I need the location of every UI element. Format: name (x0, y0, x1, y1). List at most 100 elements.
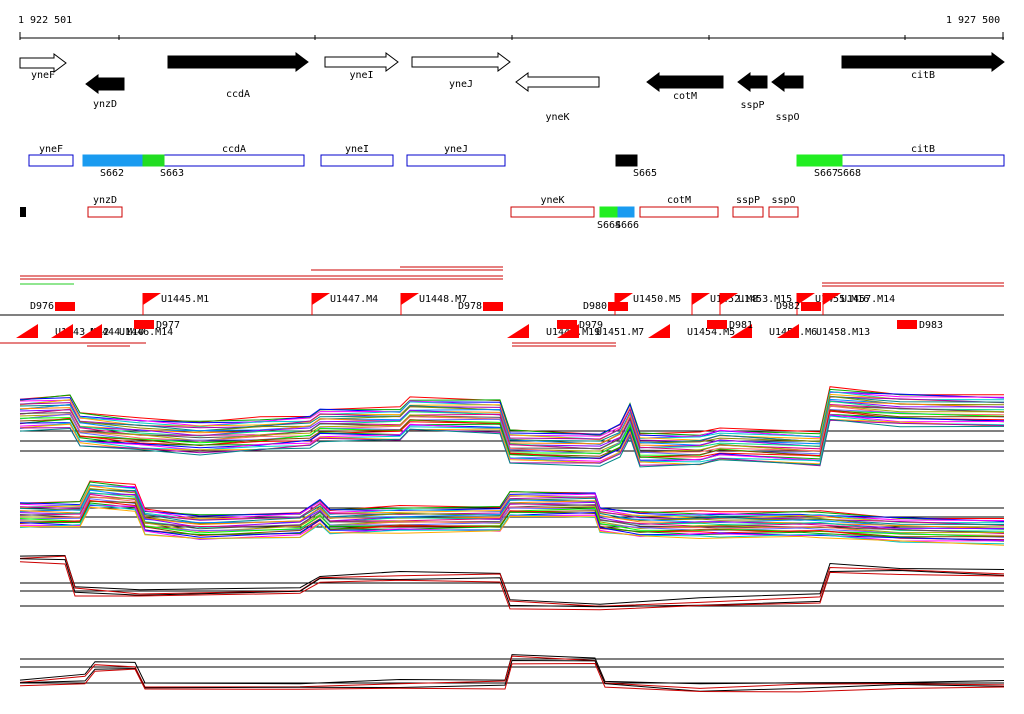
segment-S665[interactable] (615, 154, 638, 167)
gene-label-ynzD: ynzD (93, 99, 117, 110)
expression-curve (19, 413, 1005, 461)
plus-box-yneI[interactable] (320, 154, 394, 167)
tss-flag-up[interactable] (143, 293, 161, 305)
tss-flag-up[interactable] (401, 293, 419, 305)
gene-arrow-ynzD[interactable] (85, 74, 125, 94)
annotation-box-track: yneF ccdA yneI yneJ citB ynzD yneK cotM sspP sspO… (28, 144, 1005, 231)
gene-arrow-yneI[interactable] (324, 52, 399, 72)
gene-arrow-yneJ[interactable] (411, 52, 511, 72)
minus-box-sspP[interactable] (732, 206, 764, 218)
expression-panel-3 (19, 554, 1005, 611)
expression-curve (19, 480, 1004, 519)
gene-label-citB: citB (911, 70, 935, 81)
gene-arrow-sspO[interactable] (771, 72, 804, 92)
gene-label-sspP: sspP (741, 100, 765, 111)
tss-flag-down[interactable] (507, 324, 529, 338)
expression-curve (19, 408, 1005, 456)
minus-box-ynzD[interactable] (87, 206, 123, 218)
segment-label-S662: S662 (100, 168, 124, 179)
expression-curve (19, 554, 1005, 605)
terminator-label-D980: D980 (583, 301, 607, 312)
tss-flag-down[interactable] (51, 324, 73, 338)
expression-curve (19, 418, 1005, 468)
tss-label-U1445.M1: U1445.M1 (161, 294, 209, 305)
start-coordinate: 1 922 501 (18, 15, 72, 26)
tss-label-U1446.M14: U1446.M14 (119, 327, 173, 338)
gene-label-sspO: sspO (776, 112, 800, 123)
tss-flag-up[interactable] (312, 293, 330, 305)
gene-arrow-cotM[interactable] (646, 72, 724, 92)
tss-flag-up[interactable] (720, 293, 738, 305)
terminator-label-D977: D977 (156, 320, 180, 331)
plus-box-label-ccdA: ccdA (222, 144, 246, 155)
gene-label-cotM: cotM (673, 91, 697, 102)
plus-box-label-citB: citB (911, 144, 935, 155)
expression-curve (20, 506, 1005, 546)
terminator-label-D976: D976 (30, 301, 54, 312)
gene-arrow-sspP[interactable] (737, 72, 768, 92)
expression-curve (19, 393, 1005, 441)
minus-box-yneK[interactable] (510, 206, 595, 218)
segment-S668[interactable] (819, 154, 843, 167)
tss-flag-down[interactable] (16, 324, 38, 338)
segment-label-S664: S664 (597, 220, 621, 231)
minus-box-label-sspP: sspP (736, 195, 760, 206)
terminator-box-D978[interactable] (483, 302, 503, 311)
terminator-box-D979[interactable] (557, 320, 577, 329)
expression-curve (19, 398, 1005, 446)
gene-arrow-yneK[interactable] (515, 72, 600, 92)
segment-label-S668: S668 (837, 168, 861, 179)
segment-label-S665: S665 (633, 168, 657, 179)
tss-flag-down[interactable] (80, 324, 102, 338)
terminator-box-D981[interactable] (707, 320, 727, 329)
tss-label-U1443.M12: U1443.M12 (55, 327, 109, 338)
terminator-box-D983[interactable] (897, 320, 917, 329)
plus-box-citB[interactable] (841, 154, 1005, 167)
coordinate-ruler: 1 922 501 1 927 500 (18, 15, 1004, 40)
regulatory-feature-track: U1445.M1 U1447.M4 U1448.M7 U1450.M5 U1452.M8… (16, 293, 943, 338)
gene-arrow-yneF[interactable] (19, 53, 67, 73)
gene-label-ccdA: ccdA (226, 89, 250, 100)
expression-curve (19, 484, 1005, 524)
transcript-lines (0, 266, 1004, 347)
segment-S663[interactable] (142, 154, 165, 167)
segment-label-S667: S667 (814, 168, 838, 179)
segment-label-S666: S666 (615, 220, 639, 231)
tss-label-U1450.M5: U1450.M5 (633, 294, 681, 305)
minus-box-label-ynzD: ynzD (93, 195, 117, 206)
expression-curve (19, 388, 1005, 436)
plus-box-yneJ[interactable] (406, 154, 506, 167)
minus-box-sspO[interactable] (768, 206, 799, 218)
tss-flag-down[interactable] (648, 324, 670, 338)
minus-box-cotM[interactable] (639, 206, 719, 218)
tss-flag-down[interactable] (777, 324, 799, 338)
plus-box-ccdA[interactable] (163, 154, 305, 167)
gene-arrow-track: yneF ynzD ccdA yneI yneJ yneK cotM sspP sspO citB (19, 52, 1005, 123)
plus-box-yneF[interactable] (28, 154, 74, 167)
terminator-label-D983: D983 (919, 320, 943, 331)
segment-label-S663: S663 (160, 168, 184, 179)
segment-S666[interactable] (617, 206, 635, 218)
segment-S662[interactable] (82, 154, 144, 167)
tss-label-U1455.M16: U1455.M16 (815, 294, 869, 305)
tss-label-U1457.M14: U1457.M14 (841, 294, 895, 305)
terminator-box-D982[interactable] (801, 302, 821, 311)
gene-arrow-ccdA[interactable] (167, 52, 309, 72)
segment-S664[interactable] (599, 206, 619, 218)
terminator-box-D980[interactable] (608, 302, 628, 311)
terminator-box-D977[interactable] (134, 320, 154, 329)
terminator-box-D976[interactable] (55, 302, 75, 311)
end-coordinate: 1 927 500 (946, 15, 1000, 26)
expression-curve (19, 655, 1005, 689)
expression-panel-4 (19, 654, 1005, 693)
segment-S667[interactable] (796, 154, 821, 167)
gene-label-yneK: yneK (546, 112, 570, 123)
gene-label-yneJ: yneJ (449, 79, 473, 90)
tss-flag-down[interactable] (730, 324, 752, 338)
gene-arrow-citB[interactable] (841, 52, 1005, 72)
terminator-label-D978: D978 (458, 301, 482, 312)
expression-curve (19, 403, 1005, 451)
expression-curve (19, 555, 1005, 607)
tss-flag-up[interactable] (823, 293, 841, 305)
tss-flag-up[interactable] (692, 293, 710, 305)
